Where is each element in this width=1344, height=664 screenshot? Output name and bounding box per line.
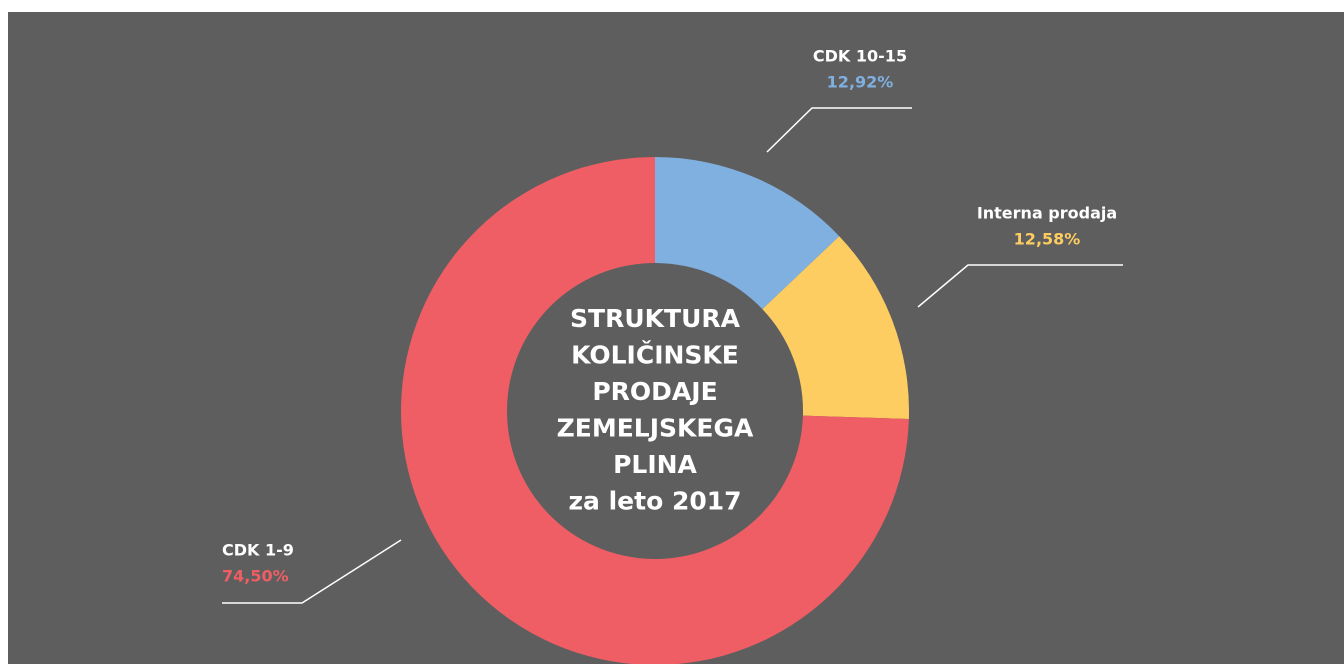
panel <box>8 12 1344 664</box>
slice-label: CDK 10-15 <box>813 47 907 66</box>
center-title: ZEMELJSKEGA <box>557 413 754 442</box>
slice-value: 12,92% <box>827 73 894 92</box>
slice-label: Interna prodaja <box>977 204 1117 223</box>
leader-line <box>222 539 402 604</box>
center-title: PRODAJE <box>592 377 717 406</box>
slice-value: 74,50% <box>222 567 289 586</box>
donut-slice <box>401 157 909 664</box>
slice-value: 12,58% <box>1014 230 1081 249</box>
center-title: KOLIČINSKE <box>571 339 739 369</box>
donut-slice <box>655 157 840 310</box>
center-title: PLINA <box>613 450 697 479</box>
donut-slice <box>762 236 910 419</box>
slice-label: CDK 1-9 <box>222 541 294 560</box>
leader-line <box>766 107 912 153</box>
center-title: STRUKTURA <box>570 304 741 333</box>
center-title: za leto 2017 <box>568 486 741 515</box>
leader-line <box>917 264 1123 308</box>
